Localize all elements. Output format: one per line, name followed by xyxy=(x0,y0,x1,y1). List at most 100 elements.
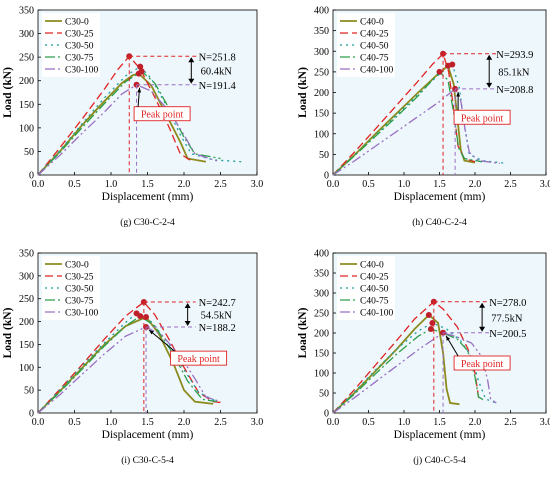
legend-entry: C40-25 xyxy=(360,273,389,283)
peak-low-label: N=188.2 xyxy=(199,323,236,334)
x-tick-label: 2.5 xyxy=(504,179,517,190)
y-tick-label: 300 xyxy=(314,289,329,300)
y-tick-label: 150 xyxy=(314,109,329,120)
y-tick-label: 400 xyxy=(314,249,329,260)
peak-low-label: N=208.8 xyxy=(496,85,533,96)
legend-entry: C30-100 xyxy=(65,66,99,76)
legend-entry: C40-50 xyxy=(360,42,389,52)
legend-entry: C30-25 xyxy=(65,30,94,40)
difference-label: 54.5kN xyxy=(201,311,233,322)
x-tick-label: 0.0 xyxy=(327,417,340,428)
legend-entry: C30-50 xyxy=(65,42,94,52)
y-axis-title: Load (kN) xyxy=(297,67,309,118)
y-tick-label: 150 xyxy=(314,349,329,360)
peak-point-label: Peak point xyxy=(461,359,504,370)
y-tick-label: 150 xyxy=(19,100,34,111)
peak-point-label: Peak point xyxy=(177,354,220,365)
y-tick-label: 150 xyxy=(19,340,34,351)
y-tick-label: 250 xyxy=(314,309,329,320)
legend-entry: C30-0 xyxy=(65,18,89,28)
y-tick-label: 50 xyxy=(24,147,34,158)
legend-entry: C40-75 xyxy=(360,54,389,64)
peak-high-label: N=293.9 xyxy=(496,50,533,61)
peak-marker xyxy=(137,63,144,70)
x-tick-label: 0.5 xyxy=(362,417,375,428)
y-tick-label: 100 xyxy=(314,369,329,380)
x-tick-label: 1.0 xyxy=(105,417,118,428)
peak-point-label: Peak point xyxy=(461,113,504,124)
x-tick-label: 3.0 xyxy=(540,179,550,190)
x-tick-label: 2.5 xyxy=(504,417,517,428)
peak-high-label: N=242.7 xyxy=(199,298,236,309)
arrow-head-icon xyxy=(149,329,154,335)
panel-g: 0.0 0.5 1.0 1.5 2.0 2.5 3.0 0 50 100 150 200 250 300 3… xyxy=(2,6,263,229)
y-axis-title: Load (kN) xyxy=(2,307,14,358)
peak-low-label: N=191.4 xyxy=(199,81,237,92)
x-tick-label: 1.5 xyxy=(141,179,154,190)
y-tick-label: 0 xyxy=(29,409,34,420)
arrow-head-icon xyxy=(446,335,451,341)
peak-low-label: N=200.5 xyxy=(489,329,526,340)
y-tick-label: 100 xyxy=(19,363,34,374)
x-axis-title: Displacement (mm) xyxy=(394,191,486,203)
y-tick-label: 250 xyxy=(19,294,34,305)
y-tick-label: 250 xyxy=(314,67,329,78)
y-tick-label: 50 xyxy=(319,389,329,400)
peak-callout-arrow xyxy=(148,329,175,352)
y-tick-label: 200 xyxy=(19,76,34,87)
peak-high-label: N=251.8 xyxy=(199,52,236,63)
x-tick-label: 2.0 xyxy=(469,179,482,190)
peak-point-box xyxy=(133,106,191,122)
legend-entry: C30-0 xyxy=(65,261,89,271)
y-tick-label: 100 xyxy=(314,129,329,140)
panel-caption: (h) C40-C-2-4 xyxy=(412,217,467,228)
peak-marker xyxy=(143,314,150,320)
peak-marker xyxy=(449,61,456,68)
arrow-up-icon xyxy=(188,57,195,63)
legend-entry: C40-75 xyxy=(360,297,389,307)
peak-point-box xyxy=(170,350,228,366)
peak-marker xyxy=(138,68,145,75)
panel-h: 0.0 0.5 1.0 1.5 2.0 2.5 3.0 0 50 100 150 200 250 300 3… xyxy=(297,6,550,229)
peak-high-label: N=278.0 xyxy=(489,298,526,309)
y-axis-title: Load (kN) xyxy=(2,67,14,118)
y-tick-label: 0 xyxy=(324,171,329,182)
y-tick-label: 200 xyxy=(19,317,34,328)
peak-marker xyxy=(429,320,436,326)
legend-entry: C40-25 xyxy=(360,30,389,40)
panel-caption: (j) C40-C-5-4 xyxy=(413,455,466,466)
y-tick-label: 200 xyxy=(314,329,329,340)
x-tick-label: 1.0 xyxy=(105,179,118,190)
arrow-down-icon xyxy=(184,320,191,326)
legend-entry: C40-100 xyxy=(360,66,394,76)
peak-marker xyxy=(425,312,432,318)
series-line-C30-50 xyxy=(37,65,243,176)
series-line-C40-100 xyxy=(332,87,500,176)
y-tick-label: 300 xyxy=(19,271,34,282)
y-tick-label: 50 xyxy=(24,386,34,397)
panel-i: 0.0 0.5 1.0 1.5 2.0 2.5 3.0 0 50 100 150 200 250 300 3… xyxy=(2,249,263,467)
x-tick-label: 1.0 xyxy=(398,417,411,428)
peak-marker xyxy=(427,326,434,332)
x-tick-label: 2.5 xyxy=(214,179,227,190)
peak-marker xyxy=(436,68,443,75)
x-tick-label: 0.0 xyxy=(32,179,45,190)
legend-entry: C30-50 xyxy=(65,285,94,295)
x-tick-label: 2.0 xyxy=(178,417,191,428)
arrow-head-icon xyxy=(456,91,461,97)
x-tick-label: 3.0 xyxy=(251,417,264,428)
arrow-head-icon xyxy=(137,87,142,93)
panel-caption: (g) C30-C-2-4 xyxy=(120,217,175,228)
x-tick-label: 2.5 xyxy=(214,417,227,428)
y-tick-label: 350 xyxy=(19,249,34,260)
y-axis-title: Load (kN) xyxy=(297,307,309,358)
arrow-down-icon xyxy=(479,326,486,332)
arrow-up-icon xyxy=(184,303,191,309)
difference-label: 60.4kN xyxy=(201,67,233,78)
x-tick-label: 0.5 xyxy=(68,179,81,190)
peak-point-label: Peak point xyxy=(141,110,184,121)
y-tick-label: 400 xyxy=(314,6,329,17)
y-tick-label: 350 xyxy=(314,269,329,280)
series-line-C40-100 xyxy=(332,332,497,414)
